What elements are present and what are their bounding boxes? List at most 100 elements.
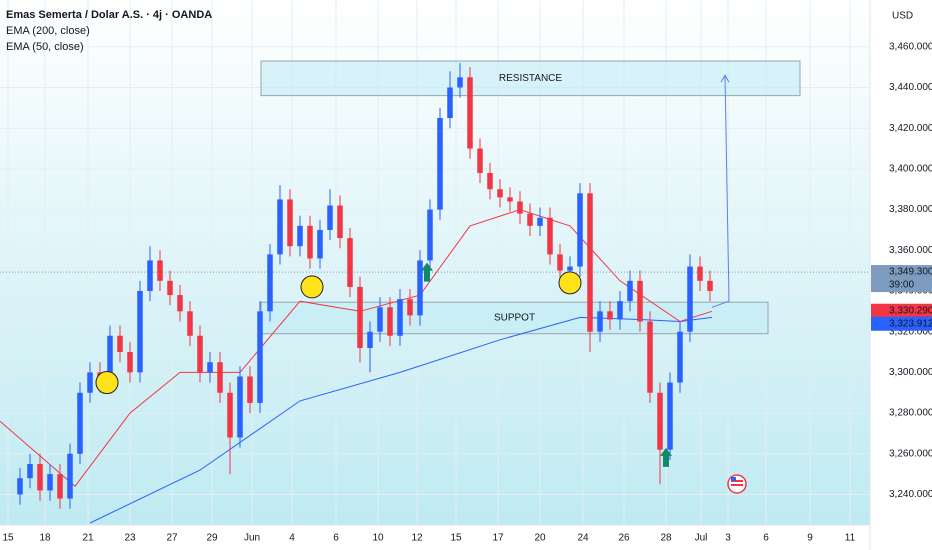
candle-body [567, 266, 573, 271]
x-tick-label: Jul [695, 533, 708, 544]
candle-body [457, 77, 463, 88]
x-tick-label: 12 [411, 533, 423, 544]
candle-body [37, 463, 43, 491]
candle-body [477, 148, 483, 173]
candle-body [327, 205, 333, 230]
candle-body [147, 260, 153, 291]
candle-body [157, 260, 163, 281]
candle-body [207, 362, 213, 373]
candle-body [127, 352, 133, 373]
y-tick-label: 3,360.000 [889, 245, 932, 256]
candle-body [617, 301, 623, 320]
candle-body [497, 189, 503, 198]
candle-body [657, 392, 663, 450]
candle-body [237, 376, 243, 438]
zone-box [260, 60, 801, 97]
candle-body [547, 217, 553, 255]
candle-body [627, 280, 633, 302]
up-arrow [421, 262, 433, 282]
price-label: 3,349.300 [889, 267, 932, 278]
candle-body [67, 453, 73, 499]
candle-body [707, 280, 713, 291]
x-tick-label: 6 [763, 533, 769, 544]
candle-body [57, 474, 63, 499]
candle-body [647, 321, 653, 393]
candle-body [187, 311, 193, 336]
candle-body [287, 199, 293, 247]
candle-body [417, 260, 423, 316]
candle-body [527, 213, 533, 226]
x-tick-label: 9 [807, 533, 813, 544]
candle-body [317, 229, 323, 259]
zone-label: SUPPOT [494, 313, 535, 324]
candle-body [27, 463, 33, 479]
y-tick-label: 3,460.000 [889, 41, 932, 52]
candle-body [77, 392, 83, 454]
y-tick-label: 3,380.000 [889, 204, 932, 215]
price-label-box [871, 265, 932, 293]
x-tick-label: 26 [618, 533, 630, 544]
candle-body [427, 209, 433, 261]
candle-body [447, 87, 453, 119]
x-tick-label: 27 [166, 533, 178, 544]
candle-body [247, 376, 253, 403]
y-tick-label: 3,280.000 [889, 408, 932, 419]
y-tick-label: 3,400.000 [889, 164, 932, 175]
flag-icon [727, 474, 747, 494]
candle-body [597, 311, 603, 332]
candle-body [587, 193, 593, 332]
candle-body [227, 392, 233, 438]
x-tick-label: 15 [450, 533, 462, 544]
price-label: 3,330.290 [889, 305, 932, 316]
candle-body [307, 225, 313, 259]
candle-body [437, 118, 443, 210]
candle-body [217, 362, 223, 393]
candle-body [507, 197, 513, 202]
candle-body [167, 280, 173, 296]
highlight-circle [300, 275, 324, 299]
candle-body [337, 205, 343, 239]
candle-body [637, 280, 643, 322]
candle-body [117, 335, 123, 353]
y-tick-label: 3,300.000 [889, 367, 932, 378]
candle-body [667, 382, 673, 450]
axes-layer: 3,240.000 3,260.000 3,280.000 3,300.000 3,32… [2, 41, 932, 544]
candle-body [137, 290, 143, 373]
x-tick-label: 21 [82, 533, 94, 544]
y-tick-label: 3,320.000 [889, 326, 932, 337]
candle-body [467, 77, 473, 149]
x-tick-label: 6 [333, 533, 339, 544]
candle-body [397, 299, 403, 336]
highlight-circle [95, 371, 119, 395]
legend-entry: EMA (200, close) [6, 25, 90, 37]
chart-title: Emas Semerta / Dolar A.S. · 4j · OANDA [6, 9, 212, 21]
zone-label: RESISTANCE [499, 73, 562, 84]
highlight-circle [558, 271, 582, 295]
x-tick-label: 18 [39, 533, 51, 544]
candle-body [267, 254, 273, 312]
candle-body [377, 307, 383, 332]
x-tick-label: 17 [492, 533, 504, 544]
price-label-box [871, 303, 932, 318]
plot-layer: RESISTANCE SUPPOT [0, 0, 870, 525]
candle-body [17, 478, 23, 495]
price-label-sub: 39:00 [889, 280, 914, 291]
x-tick-label: 10 [372, 533, 384, 544]
x-tick-label: 11 [845, 533, 856, 544]
candle-body [357, 286, 363, 348]
time-axis [0, 525, 870, 550]
ema-line [89, 316, 713, 524]
price-label-box [871, 316, 932, 331]
candle-body [687, 266, 693, 332]
x-tick-label: 24 [577, 533, 589, 544]
candle-body [347, 238, 353, 287]
y-tick-label: 3,440.000 [889, 82, 932, 93]
candle-body [257, 311, 263, 403]
x-tick-label: 29 [206, 533, 218, 544]
candle-body [517, 201, 523, 214]
x-tick-label: Jun [244, 533, 260, 544]
candle-body [537, 217, 543, 226]
candle-body [677, 331, 683, 383]
candle-body [297, 225, 303, 247]
